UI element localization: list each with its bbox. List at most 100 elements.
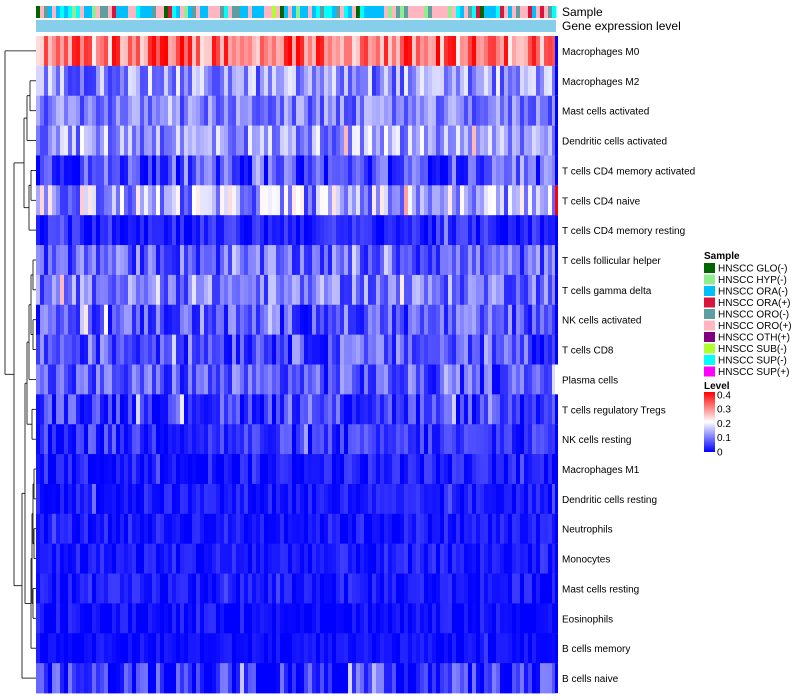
heatmap-cell (300, 633, 305, 664)
sample-annotation-cell (388, 6, 393, 18)
heatmap-cell (488, 274, 493, 306)
heatmap-cell (92, 215, 97, 246)
heatmap-cell (224, 185, 229, 216)
heatmap-cell (204, 513, 209, 545)
heatmap-cell (536, 663, 541, 694)
heatmap-cell (80, 364, 85, 395)
heatmap-cell (352, 215, 357, 246)
heatmap-cell (464, 36, 469, 67)
heatmap-cell (136, 543, 141, 574)
heatmap-cell (388, 95, 393, 126)
heatmap-cell (504, 513, 509, 545)
heatmap-cell (464, 274, 469, 306)
heatmap-cell (36, 663, 41, 694)
heatmap-cell (496, 573, 501, 604)
heatmap-cell (272, 125, 277, 156)
heatmap-cell (296, 454, 301, 485)
heatmap-cell (292, 543, 297, 574)
heatmap-cell (396, 65, 401, 97)
heatmap-cell (392, 155, 397, 186)
heatmap-cell (300, 573, 305, 604)
heatmap-cell (164, 394, 169, 425)
heatmap-cell (360, 394, 365, 425)
heatmap-cell (180, 65, 185, 97)
heatmap-cell (524, 663, 529, 694)
legend-label: HNSCC ORA(+) (718, 298, 791, 309)
heatmap-cell (284, 454, 289, 485)
heatmap-cell (428, 603, 433, 634)
heatmap-cell (500, 304, 505, 336)
heatmap-cell (220, 274, 225, 306)
row-edge-cell (555, 603, 558, 634)
heatmap-cell (260, 603, 265, 634)
heatmap-cell (408, 65, 413, 97)
heatmap-cell (528, 454, 533, 485)
level-tick-label: 0.1 (717, 433, 731, 444)
heatmap-cell (472, 274, 477, 306)
heatmap-cell (52, 125, 57, 156)
heatmap-cell (248, 424, 253, 455)
heatmap-cell (372, 663, 377, 694)
heatmap-cell (516, 603, 521, 634)
heatmap-cell (132, 424, 137, 455)
heatmap-cell (240, 603, 245, 634)
heatmap-cell (204, 125, 209, 156)
heatmap-cell (120, 185, 125, 216)
heatmap-cell (188, 304, 193, 336)
heatmap-cell (192, 663, 197, 694)
heatmap-cell (284, 334, 289, 365)
heatmap-cell (532, 424, 537, 455)
heatmap-cell (392, 573, 397, 604)
heatmap-cell (404, 304, 409, 336)
heatmap-cell (288, 543, 293, 574)
heatmap-cell (464, 633, 469, 664)
heatmap-cell (484, 483, 489, 515)
row-edge-cell (555, 663, 558, 693)
heatmap-cell (348, 215, 353, 246)
heatmap-cell (336, 215, 341, 246)
heatmap-cell (108, 215, 113, 246)
heatmap-cell (56, 454, 61, 485)
heatmap-cell (356, 633, 361, 664)
heatmap-cell (256, 573, 261, 604)
heatmap-cell (68, 543, 73, 574)
heatmap-cell (368, 185, 373, 216)
heatmap-cell (100, 334, 105, 365)
heatmap-cell (400, 513, 405, 545)
heatmap-cell (236, 513, 241, 545)
heatmap-cell (304, 483, 309, 515)
heatmap-cell (112, 573, 117, 604)
heatmap-cell (392, 274, 397, 306)
heatmap-cell (124, 424, 129, 455)
heatmap-cell (432, 334, 437, 365)
level-colorbar (704, 392, 715, 452)
heatmap-cell (416, 95, 421, 126)
heatmap-cell (168, 95, 173, 126)
heatmap-cell (412, 394, 417, 425)
heatmap-cell (320, 185, 325, 216)
heatmap-cell (320, 543, 325, 574)
heatmap-cell (260, 424, 265, 455)
heatmap-cell (348, 364, 353, 395)
heatmap-cell (72, 573, 77, 604)
heatmap-cell (216, 65, 221, 97)
heatmap-cell (148, 304, 153, 336)
heatmap-cell (260, 125, 265, 156)
heatmap-cell (148, 633, 153, 664)
heatmap-cell (96, 245, 101, 276)
heatmap-cell (184, 513, 189, 545)
heatmap-cell (148, 364, 153, 395)
heatmap-cell (156, 513, 161, 545)
heatmap-cell (296, 95, 301, 126)
heatmap-cell (332, 603, 337, 634)
heatmap-cell (136, 513, 141, 545)
heatmap-cell (116, 394, 121, 425)
heatmap-cell (332, 185, 337, 216)
heatmap-cell (308, 125, 313, 156)
heatmap-cell (296, 155, 301, 186)
heatmap-cell (460, 125, 465, 156)
heatmap-cell (76, 424, 81, 455)
heatmap-cell (412, 155, 417, 186)
heatmap-cell (416, 394, 421, 425)
heatmap-cell (544, 543, 549, 574)
